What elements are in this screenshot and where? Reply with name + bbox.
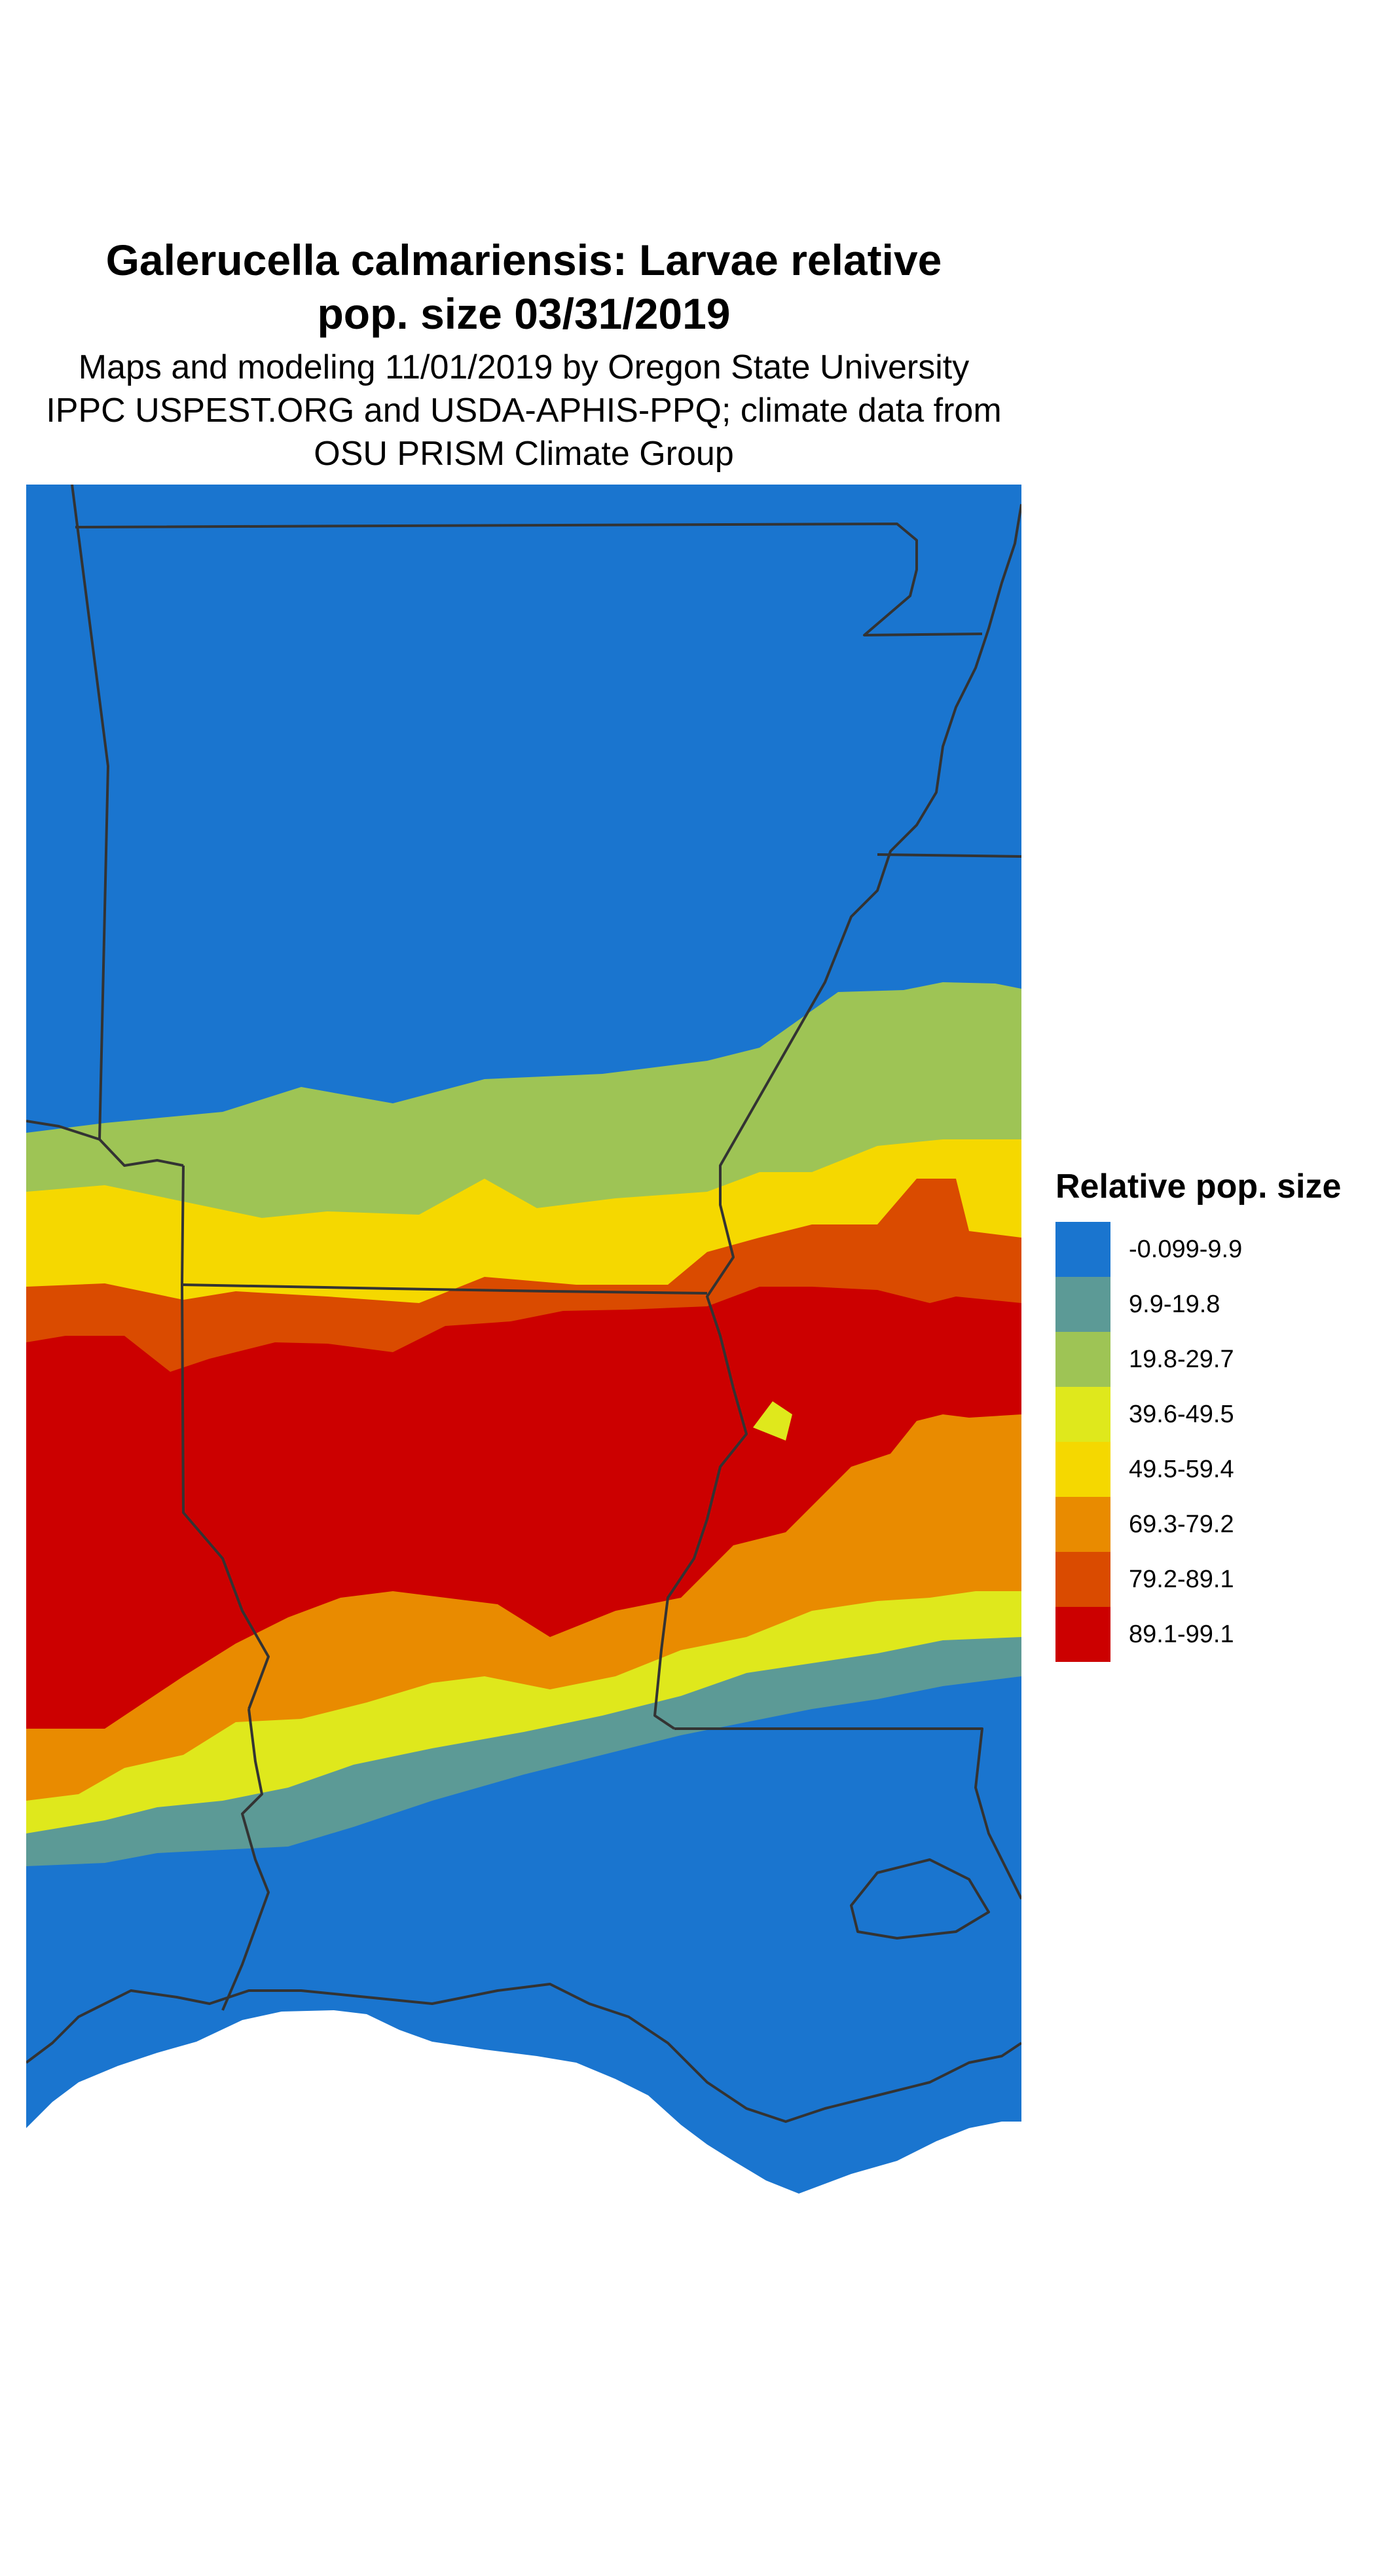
lake-pontchartrain [850, 1858, 990, 1940]
map-subtitle: Maps and modeling 11/01/2019 by Oregon S… [13, 346, 1035, 475]
legend-label: 69.3-79.2 [1129, 1511, 1234, 1538]
legend-swatch [1055, 1442, 1110, 1497]
legend-label: 19.8-29.7 [1129, 1346, 1234, 1373]
relative-pop-size-map [26, 485, 1021, 2194]
legend-swatch [1055, 1222, 1110, 1277]
legend-swatch [1055, 1552, 1110, 1607]
boundary-oklahoma-kansas [26, 1120, 184, 1167]
legend-label: 79.2-89.1 [1129, 1566, 1234, 1593]
legend-label: 39.6-49.5 [1129, 1401, 1234, 1428]
map-subtitle-line-2: IPPC USPEST.ORG and USDA-APHIS-PPQ; clim… [46, 392, 1002, 430]
boundary-tennessee [877, 853, 1021, 858]
map-subtitle-line-3: OSU PRISM Climate Group [314, 435, 734, 473]
boundary-west-missouri [71, 485, 109, 1140]
legend-title: Relative pop. size [1055, 1168, 1342, 1205]
patch-89.1-99.1-east [799, 1297, 1021, 1414]
mississippi-river [653, 504, 1021, 1730]
legend-swatch [1055, 1607, 1110, 1662]
legend-swatch [1055, 1277, 1110, 1332]
legend-label: 49.5-59.4 [1129, 1456, 1234, 1483]
legend-label: 9.9-19.8 [1129, 1291, 1220, 1318]
boundary-tx-la [221, 1708, 270, 2011]
legend-swatch [1055, 1387, 1110, 1442]
map-title: Galerucella calmariensis: Larvae relativ… [26, 233, 1021, 340]
legend-label: 89.1-99.1 [1129, 1621, 1234, 1648]
legend-swatch [1055, 1497, 1110, 1552]
boundary-missouri-north [75, 523, 983, 636]
map-title-line-1: Galerucella calmariensis: Larvae relativ… [105, 236, 942, 284]
map-title-line-2: pop. size 03/31/2019 [317, 289, 731, 338]
state-boundaries [26, 485, 1021, 2123]
legend-swatch [1055, 1332, 1110, 1387]
boundary-arkansas-west [181, 1165, 270, 1710]
coastline [26, 1983, 1021, 2123]
legend-label: -0.099-9.9 [1129, 1236, 1243, 1263]
patch-39.6-49.5-river [753, 1401, 792, 1441]
gulf-of-mexico [26, 2010, 799, 2194]
outside-east-gulf [799, 2122, 1021, 2194]
map-subtitle-line-1: Maps and modeling 11/01/2019 by Oregon S… [78, 348, 970, 386]
boundary-arkansas-north [181, 1283, 708, 1295]
boundary-ark-la [674, 1727, 1021, 1900]
